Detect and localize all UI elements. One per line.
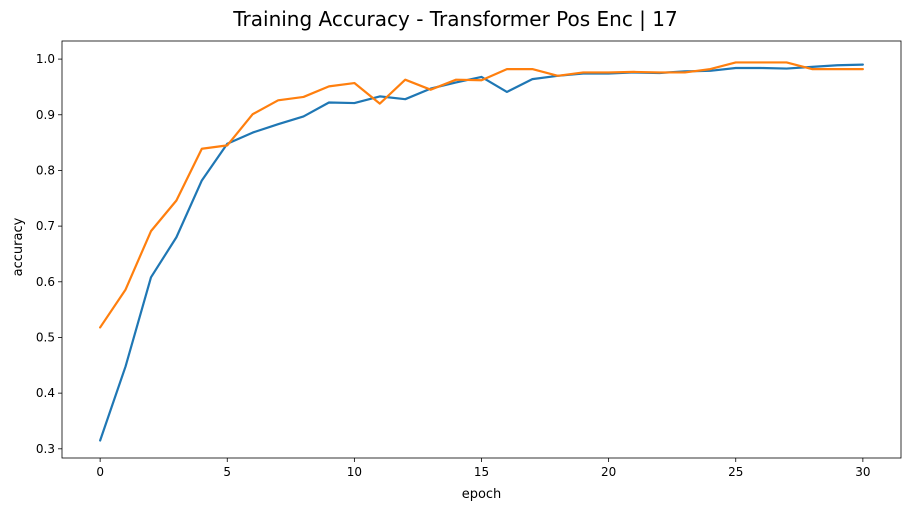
plot-frame <box>61 40 902 459</box>
y-tick-label: 0.4 <box>36 386 55 400</box>
y-tick-label: 0.5 <box>36 330 55 344</box>
x-tick-label: 10 <box>347 465 362 479</box>
y-tick-label: 0.9 <box>36 108 55 122</box>
x-axis: 0 5 10 15 20 25 30 <box>96 458 871 479</box>
series-line-1 <box>99 63 864 442</box>
y-tick-label: 1.0 <box>36 52 55 66</box>
y-axis: 0.3 0.4 0.5 0.6 0.7 0.8 0.9 1.0 <box>36 52 62 456</box>
y-axis-label: accuracy <box>11 217 26 276</box>
x-tick-label: 0 <box>96 465 104 479</box>
y-tick-label: 0.3 <box>36 442 55 456</box>
plot-area <box>61 40 902 459</box>
y-tick-label: 0.8 <box>36 163 55 177</box>
series-line-2 <box>99 61 864 329</box>
x-tick-label: 25 <box>728 465 743 479</box>
x-tick-label: 20 <box>601 465 616 479</box>
x-tick-label: 5 <box>223 465 231 479</box>
x-axis-label: epoch <box>462 487 502 502</box>
y-tick-label: 0.7 <box>36 219 55 233</box>
x-tick-label: 15 <box>474 465 489 479</box>
series-layer <box>99 61 864 442</box>
x-tick-label: 30 <box>855 465 870 479</box>
y-tick-label: 0.6 <box>36 275 55 289</box>
chart-title: Training Accuracy - Transformer Pos Enc … <box>232 7 677 31</box>
